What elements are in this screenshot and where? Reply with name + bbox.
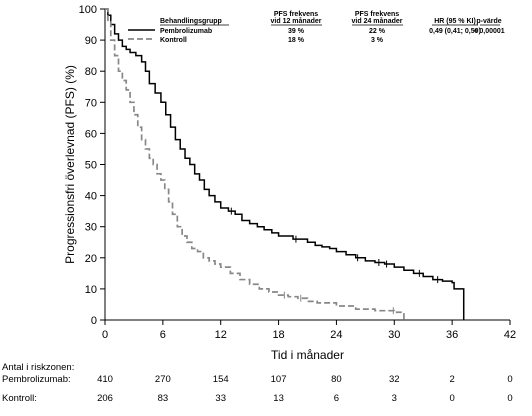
legend-header-p: p-värde bbox=[476, 18, 501, 25]
risk-value-kontroll-24: 6 bbox=[334, 393, 339, 404]
risk-value-pembrolizumab-42: 0 bbox=[507, 374, 512, 385]
risk-value-pembrolizumab-36: 2 bbox=[449, 374, 454, 385]
y-tick-label-80: 80 bbox=[85, 66, 97, 78]
risk-value-pembrolizumab-30: 32 bbox=[389, 374, 400, 385]
risk-value-pembrolizumab-12: 154 bbox=[213, 374, 229, 385]
y-tick-label-10: 10 bbox=[85, 284, 97, 296]
risk-value-pembrolizumab-6: 270 bbox=[155, 374, 171, 385]
y-tick-label-30: 30 bbox=[85, 222, 97, 234]
risk-values: 410 270 154 107 80 32 2 0 206 83 33 13 6 3 0 0 bbox=[97, 374, 513, 404]
x-tick-label-36: 36 bbox=[446, 329, 458, 341]
legend-header-hr: HR (95 % KI) bbox=[434, 18, 476, 25]
risk-value-pembrolizumab-0: 410 bbox=[97, 374, 113, 385]
legend-pfs24-kontroll: 3 % bbox=[371, 37, 384, 44]
x-tick-label-0: 0 bbox=[102, 329, 108, 341]
legend-hr-pembrolizumab: 0,49 (0,41; 0,59) bbox=[429, 28, 481, 35]
x-tick-label-24: 24 bbox=[330, 329, 342, 341]
y-tick-label-70: 70 bbox=[85, 97, 97, 109]
risk-value-kontroll-18: 13 bbox=[273, 393, 284, 404]
risk-value-kontroll-6: 83 bbox=[158, 393, 169, 404]
series-line-pembrolizumab bbox=[105, 8, 465, 320]
risk-table: Antal i riskzonen: Pembrolizumab: Kontro… bbox=[2, 362, 513, 404]
risk-table-title: Antal i riskzonen: bbox=[2, 362, 74, 373]
series-layer bbox=[105, 8, 465, 320]
x-ticks: 0 6 12 18 24 30 36 42 bbox=[102, 320, 516, 341]
risk-row-label-pembrolizumab: Pembrolizumab: bbox=[2, 374, 71, 385]
legend-pfs12-pembrolizumab: 39 % bbox=[288, 28, 305, 35]
y-ticks: 0 10 20 30 40 50 60 70 80 90 100 bbox=[79, 4, 105, 327]
risk-value-pembrolizumab-24: 80 bbox=[331, 374, 342, 385]
x-tick-label-42: 42 bbox=[504, 329, 516, 341]
legend-header-pfs12-line2: vid 12 månader bbox=[271, 17, 322, 25]
x-tick-label-18: 18 bbox=[272, 329, 284, 341]
x-tick-label-12: 12 bbox=[215, 329, 227, 341]
legend-header-group: Behandlingsgrupp bbox=[160, 18, 222, 25]
y-tick-label-60: 60 bbox=[85, 128, 97, 140]
risk-value-kontroll-12: 33 bbox=[215, 393, 226, 404]
x-axis-title: Tid i månader bbox=[271, 348, 344, 362]
legend-label-pembrolizumab: Pembrolizumab bbox=[160, 28, 212, 35]
y-tick-label-0: 0 bbox=[91, 315, 97, 327]
x-tick-label-30: 30 bbox=[388, 329, 400, 341]
legend-header-pfs12-line1: PFS frekvens bbox=[274, 11, 318, 18]
legend-header-pfs24-line2: vid 24 månader bbox=[352, 17, 403, 25]
y-tick-label-100: 100 bbox=[79, 4, 97, 16]
risk-value-kontroll-0: 206 bbox=[97, 393, 113, 404]
legend: Behandlingsgrupp PFS frekvens vid 12 mån… bbox=[128, 11, 505, 44]
risk-row-label-kontroll: Kontroll: bbox=[2, 393, 37, 404]
y-tick-label-90: 90 bbox=[85, 35, 97, 47]
series-line-kontroll bbox=[105, 8, 405, 320]
risk-value-pembrolizumab-18: 107 bbox=[271, 374, 287, 385]
legend-p-pembrolizumab: < 0,00001 bbox=[473, 28, 504, 35]
y-axis-title: Progressionsfri överlevnad (PFS) (%) bbox=[63, 65, 77, 264]
legend-pfs24-pembrolizumab: 22 % bbox=[369, 28, 386, 35]
x-tick-label-6: 6 bbox=[160, 329, 166, 341]
legend-pfs12-kontroll: 18 % bbox=[288, 37, 305, 44]
y-tick-label-40: 40 bbox=[85, 191, 97, 203]
legend-label-kontroll: Kontroll bbox=[160, 37, 187, 44]
risk-value-kontroll-36: 0 bbox=[449, 393, 454, 404]
risk-value-kontroll-42: 0 bbox=[507, 393, 512, 404]
legend-header-pfs24-line1: PFS frekvens bbox=[355, 11, 399, 18]
axes bbox=[104, 9, 510, 321]
y-tick-label-50: 50 bbox=[85, 160, 97, 172]
y-tick-label-20: 20 bbox=[85, 253, 97, 265]
risk-value-kontroll-30: 3 bbox=[392, 393, 397, 404]
